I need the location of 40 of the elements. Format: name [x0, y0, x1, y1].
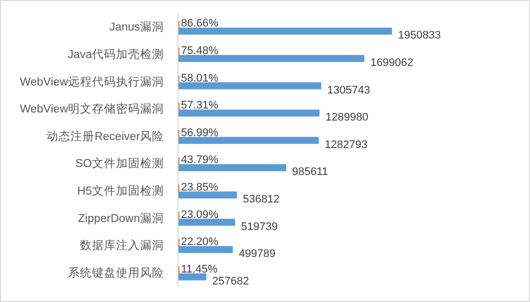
data-label: 56.99% — [181, 126, 219, 139]
bar — [178, 82, 322, 90]
y-tick-label: 动态注册Receiver风险 — [46, 128, 164, 143]
data-label: 58.01% — [181, 72, 219, 84]
data-label: 257682 — [212, 275, 249, 288]
y-tick-label: ZipperDown漏洞 — [78, 212, 164, 225]
data-label: 1305743 — [327, 84, 370, 96]
data-label: 1282793 — [324, 138, 368, 151]
data-label: 22.20% — [181, 236, 219, 248]
y-tick-label: SO文件加固检测 — [75, 156, 164, 170]
data-label: 536812 — [242, 193, 280, 206]
y-tick-label: Janus漏洞 — [109, 20, 164, 34]
y-tick-label: Java代码加壳检测 — [68, 48, 164, 61]
y-tick-label: WebView远程代码执行漏洞 — [20, 75, 164, 88]
data-label: 43.79% — [181, 154, 219, 166]
bar — [178, 218, 236, 226]
data-label: 985611 — [292, 166, 328, 178]
y-tick-label: WebView明文存储密码漏洞 — [20, 102, 164, 116]
data-label: 1950833 — [398, 30, 441, 42]
bar — [178, 54, 364, 62]
data-label: 11.45% — [181, 263, 218, 276]
bar — [178, 273, 206, 280]
y-tick-label: 数据库注入漏洞 — [80, 238, 164, 252]
bar — [178, 191, 237, 198]
data-label: 519739 — [241, 220, 278, 233]
data-label: 499789 — [238, 248, 276, 260]
y-tick-label: 系统键盘使用风险 — [68, 265, 164, 280]
data-label: 23.85% — [181, 181, 219, 194]
bar — [178, 246, 233, 254]
data-label: 75.48% — [181, 44, 219, 57]
bar — [178, 28, 392, 35]
bar — [178, 110, 320, 117]
data-label: 1289980 — [326, 112, 368, 124]
data-label: 1699062 — [370, 56, 414, 69]
data-label: 23.09% — [181, 208, 219, 221]
data-label: 86.66% — [181, 18, 219, 30]
bar — [178, 164, 286, 172]
y-tick-label: H5文件加固检测 — [77, 183, 164, 198]
bar — [178, 136, 319, 144]
data-label: 57.31% — [181, 100, 219, 112]
